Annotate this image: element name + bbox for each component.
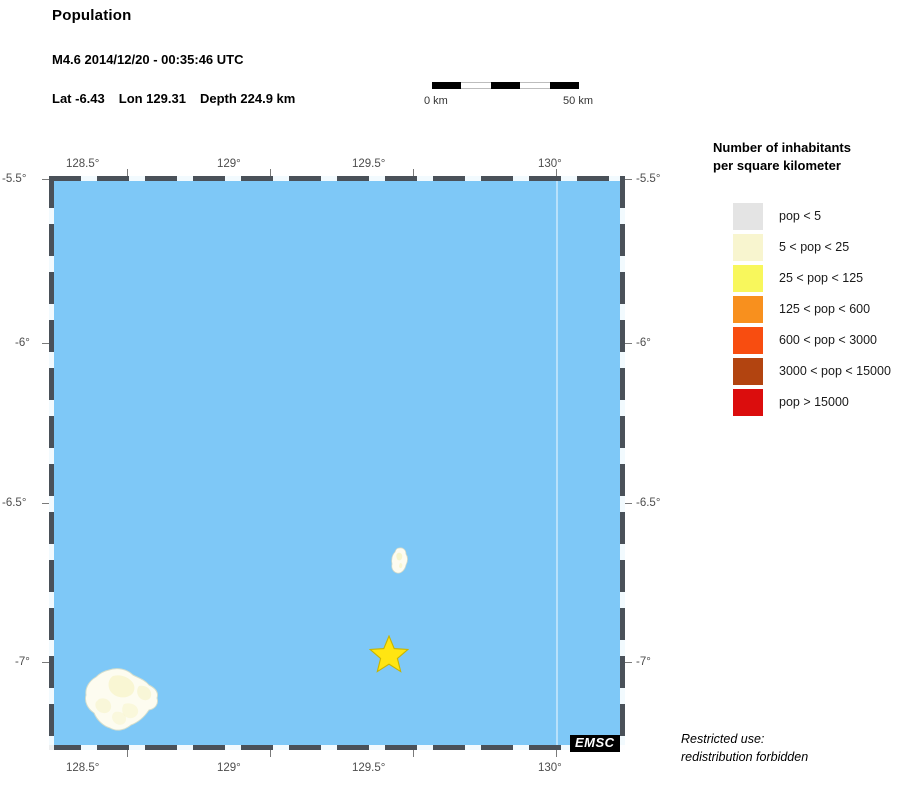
- x-axis-label-top: 130°: [538, 158, 562, 170]
- emsc-badge: EMSC: [570, 735, 620, 752]
- map-frame[interactable]: [42, 169, 632, 757]
- y-tick-left: [42, 179, 49, 180]
- x-tick-top: [556, 169, 557, 176]
- y-axis-label-right: -6°: [636, 337, 651, 349]
- x-axis-label-bottom: 129°: [217, 762, 241, 774]
- y-tick-right: [625, 503, 632, 504]
- legend-label: 25 < pop < 125: [779, 271, 864, 285]
- legend: Number of inhabitants per square kilomet…: [713, 139, 908, 416]
- legend-swatch: [733, 234, 763, 261]
- x-tick-top: [413, 169, 414, 176]
- legend-label: 125 < pop < 600: [779, 302, 871, 316]
- legend-swatch: [733, 203, 763, 230]
- island-large: [85, 668, 158, 731]
- epicenter-star[interactable]: [369, 635, 409, 673]
- y-tick-right: [625, 662, 632, 663]
- legend-swatch: [733, 358, 763, 385]
- x-tick-bottom: [127, 750, 128, 757]
- scale-bar-segment: [432, 82, 462, 89]
- x-axis-label-bottom: 130°: [538, 762, 562, 774]
- x-axis-label-top: 129.5°: [352, 158, 386, 170]
- y-tick-right: [625, 179, 632, 180]
- scale-bar-segment: [461, 82, 491, 89]
- scale-bar-segment: [549, 82, 580, 89]
- x-tick-bottom: [413, 750, 414, 757]
- y-axis-label-right: -5.5°: [636, 173, 661, 185]
- page-title: Population: [52, 7, 132, 24]
- y-tick-left: [42, 343, 49, 344]
- legend-swatch: [733, 296, 763, 323]
- x-tick-top: [270, 169, 271, 176]
- y-axis-label-right: -7°: [636, 656, 651, 668]
- scale-bar-labels: 0 km 50 km: [424, 95, 593, 109]
- y-axis-label-right: -6.5°: [636, 497, 661, 509]
- legend-title: Number of inhabitants per square kilomet…: [713, 140, 851, 173]
- scale-bar-segment: [490, 82, 521, 89]
- latitude-value: Lat -6.43: [52, 91, 105, 106]
- island-small: [391, 547, 408, 574]
- restriction-notice: Restricted use: redistribution forbidden: [681, 732, 809, 764]
- x-tick-bottom: [270, 750, 271, 757]
- x-tick-bottom: [556, 750, 557, 757]
- legend-label: 5 < pop < 25: [779, 240, 850, 254]
- map-canvas[interactable]: [49, 176, 625, 750]
- x-axis-label-bottom: 128.5°: [66, 762, 100, 774]
- legend-swatch: [733, 327, 763, 354]
- x-axis-label-bottom: 129.5°: [352, 762, 386, 774]
- x-tick-top: [127, 169, 128, 176]
- scale-bar-segment: [520, 82, 550, 89]
- scale-bar-group: 0 km 50 km: [424, 82, 593, 109]
- scale-bar-max-label: 50 km: [563, 95, 593, 107]
- legend-label: pop > 15000: [779, 395, 849, 409]
- depth-value: Depth 224.9 km: [199, 91, 296, 106]
- legend-label: 600 < pop < 3000: [779, 333, 878, 347]
- graticule-line-130: [556, 176, 558, 750]
- location-line: Lat -6.43 Lon 129.31 Depth 224.9 km: [52, 91, 295, 106]
- y-axis-label-left: -7°: [15, 656, 30, 668]
- x-axis-label-top: 129°: [217, 158, 241, 170]
- legend-label: pop < 5: [779, 209, 822, 223]
- legend-swatch: [733, 265, 763, 292]
- magnitude-time-line: M4.6 2014/12/20 - 00:35:46 UTC: [52, 52, 244, 67]
- y-tick-left: [42, 662, 49, 663]
- x-axis-label-top: 128.5°: [66, 158, 100, 170]
- longitude-value: Lon 129.31: [118, 91, 186, 106]
- legend-swatch: [733, 389, 763, 416]
- y-axis-label-left: -6°: [15, 337, 30, 349]
- legend-label: 3000 < pop < 15000: [779, 364, 891, 378]
- y-tick-right: [625, 343, 632, 344]
- y-axis-label-left: -5.5°: [2, 173, 27, 185]
- scale-bar: [432, 82, 580, 89]
- scale-bar-min-label: 0 km: [424, 95, 448, 107]
- y-tick-left: [42, 503, 49, 504]
- y-axis-label-left: -6.5°: [2, 497, 27, 509]
